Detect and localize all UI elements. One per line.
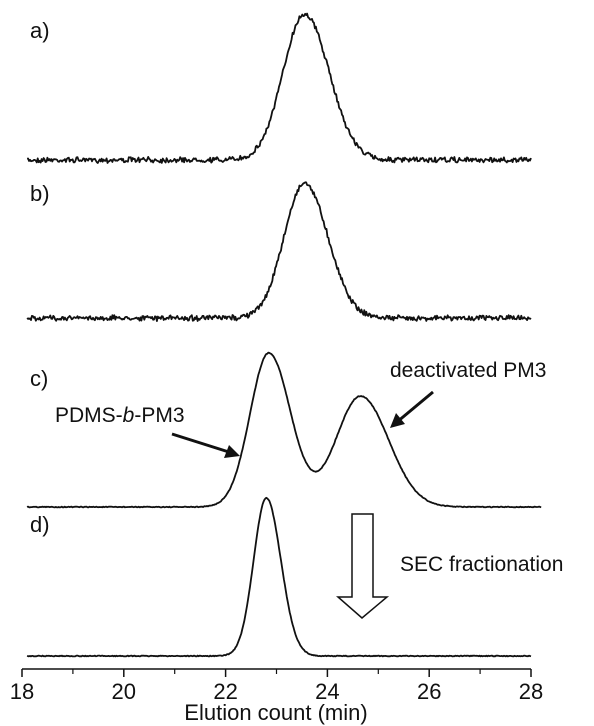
traces-group xyxy=(26,12,542,658)
arrow-to-deactivated-peak xyxy=(396,390,434,424)
annotation-pdms-prefix: PDMS- xyxy=(55,404,123,427)
x-tick-label: 26 xyxy=(417,679,441,704)
annotation-pdms-italic: b xyxy=(123,404,135,427)
x-tick-label: 22 xyxy=(213,679,237,704)
arrowhead-pdms xyxy=(224,445,240,458)
annotation-pdms-b-pm3: PDMS-b-PM3 xyxy=(55,404,185,427)
arrowhead-deactivated xyxy=(390,413,405,428)
x-ticks-group: 18 20 22 24 26 28 xyxy=(10,669,543,704)
trace-panel-a xyxy=(26,12,532,164)
annotation-pdms-suffix: -PM3 xyxy=(134,404,184,427)
x-tick-label: 20 xyxy=(112,679,136,704)
x-tick-label: 28 xyxy=(519,679,543,704)
trace-panel-b xyxy=(26,181,532,322)
panel-label-d: d) xyxy=(30,512,50,537)
panel-label-b: b) xyxy=(30,181,50,206)
annotation-deactivated-pm3: deactivated PM3 xyxy=(390,359,546,382)
panel-label-c: c) xyxy=(30,366,48,391)
x-tick-label: 24 xyxy=(315,679,339,704)
panel-label-a: a) xyxy=(30,18,50,43)
annotation-sec-fractionation: SEC fractionation xyxy=(400,553,563,576)
trace-panel-c xyxy=(26,351,542,509)
x-axis-label: Elution count (min) xyxy=(184,700,367,725)
trace-panel-d xyxy=(26,496,532,658)
x-tick-label: 18 xyxy=(10,679,34,704)
sec-fractionation-arrow-icon xyxy=(336,513,390,619)
arrow-to-pdms-peak xyxy=(171,432,233,455)
